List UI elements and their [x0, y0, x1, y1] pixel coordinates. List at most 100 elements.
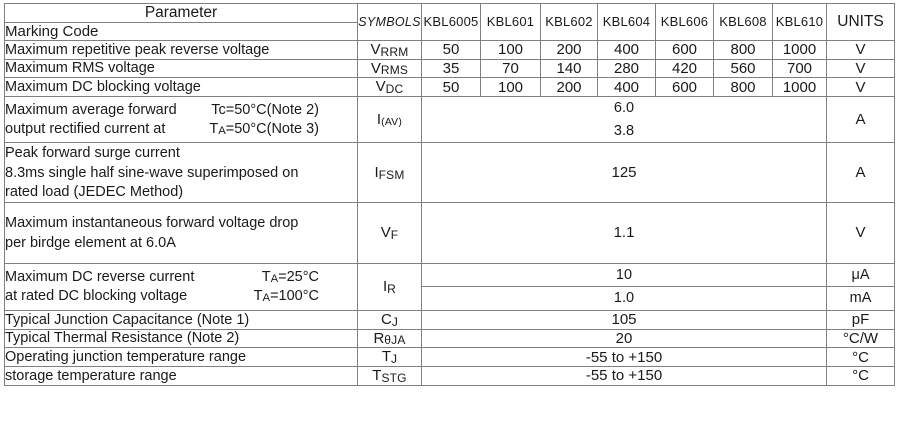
symbol-subscript: STG: [381, 370, 407, 385]
param-line-1: Peak forward surge current: [5, 144, 180, 161]
param-label: Maximum instantaneous forward voltage dr…: [4, 202, 358, 264]
header-part-kbl604: KBL604: [597, 2, 656, 42]
symbol-base: I: [382, 278, 388, 296]
header-marking-code: Marking Code: [4, 21, 358, 42]
symbol-cell: TJ: [357, 347, 422, 368]
unit-cell: A: [826, 142, 895, 204]
header-symbols: SYMBOLS: [357, 2, 422, 42]
symbol-cell: VRMS: [357, 58, 422, 79]
value-cell: 600: [655, 77, 714, 98]
param-line-2: output rectified current at TA=50°C(Note…: [5, 120, 357, 139]
symbol-cell: IR: [357, 262, 422, 312]
symbol-subscript: R: [387, 281, 397, 296]
merged-value-cell: 105: [421, 310, 827, 330]
value-cell: 200: [540, 77, 598, 98]
unit-cell: °C: [826, 366, 895, 386]
table-row-cj: Typical Junction Capacitance (Note 1) CJ…: [4, 310, 895, 330]
symbol-cell: VDC: [357, 77, 422, 98]
header-units: UNITS: [826, 2, 895, 42]
symbol-base: R: [373, 329, 385, 347]
header-part-kbl602: KBL602: [540, 2, 598, 42]
param-line-3: rated load (JEDEC Method): [5, 184, 184, 201]
value-cell: 400: [597, 77, 656, 98]
symbol-base: T: [372, 367, 382, 385]
merged-value-bottom: 1.0: [613, 290, 635, 307]
unit-cell: A: [826, 96, 895, 144]
header-part-kbl610: KBL610: [772, 2, 827, 42]
table-row-ir: Maximum DC reverse current TA=25°C at ra…: [4, 262, 895, 312]
value-cell: 560: [713, 58, 773, 79]
param-line-1: Maximum average forward Tc=50°C(Note 2): [5, 101, 357, 120]
table-row-vrms: Maximum RMS voltage VRMS 35 70 140 280 4…: [4, 58, 895, 79]
table-row-iav: Maximum average forward Tc=50°C(Note 2) …: [4, 96, 895, 144]
value-cell: 100: [480, 40, 541, 60]
value-cell: 400: [597, 40, 656, 60]
table-row-vf: Maximum instantaneous forward voltage dr…: [4, 202, 895, 264]
header-part-kbl606: KBL606: [655, 2, 714, 42]
symbol-subscript: (AV): [381, 116, 403, 129]
table-header-row-2: Marking Code: [4, 21, 895, 42]
merged-value-cell: 10 1.0: [421, 262, 827, 312]
symbol-subscript: RRM: [380, 44, 409, 59]
header-part-kbl608: KBL608: [713, 2, 773, 42]
value-cell: 35: [421, 58, 481, 79]
symbol-cell: TSTG: [357, 366, 422, 386]
symbol-cell: RθJA: [357, 328, 422, 349]
symbol-subscript: J: [391, 314, 399, 329]
param-label: Operating junction temperature range: [4, 347, 358, 368]
merged-value-cell: 125: [421, 142, 827, 204]
symbol-base: C: [380, 311, 392, 329]
param-label: Maximum DC blocking voltage: [4, 77, 358, 98]
value-cell: 200: [540, 40, 598, 60]
value-cell: 700: [772, 58, 827, 79]
param-label: Typical Junction Capacitance (Note 1): [4, 310, 358, 330]
value-cell: 140: [540, 58, 598, 79]
header-part-kbl601: KBL601: [480, 2, 541, 42]
unit-cell: μA mA: [826, 262, 895, 312]
unit-top: μA: [827, 264, 894, 288]
condition-ta-100: TA=100°C: [253, 287, 319, 305]
value-cell: 100: [480, 77, 541, 98]
unit-cell: pF: [826, 310, 895, 330]
symbol-cell: IFSM: [357, 142, 422, 204]
condition-ta: TA=50°C(Note 3): [209, 120, 319, 137]
param-label: Maximum repetitive peak reverse voltage: [4, 40, 358, 60]
param-label: Peak forward surge current 8.3ms single …: [4, 142, 358, 204]
symbol-subscript: FSM: [378, 167, 405, 182]
merged-value-cell: 1.1: [421, 202, 827, 264]
symbol-subscript: F: [390, 227, 399, 242]
value-cell: 600: [655, 40, 714, 60]
unit-cell: V: [826, 58, 895, 79]
value-cell: 70: [480, 58, 541, 79]
unit-cell: V: [826, 77, 895, 98]
merged-value-top: 6.0: [613, 100, 635, 117]
unit-cell: °C/W: [826, 328, 895, 349]
value-cell: 1000: [772, 40, 827, 60]
symbol-base: V: [370, 59, 381, 77]
symbol-cell: VF: [357, 202, 422, 264]
param-label: storage temperature range: [4, 366, 358, 386]
merged-value-top: 10: [422, 264, 826, 288]
value-cell: 1000: [772, 77, 827, 98]
param-line-2: per birdge element at 6.0A: [5, 234, 176, 251]
param-label: Maximum RMS voltage: [4, 58, 358, 79]
value-cell: 50: [421, 77, 481, 98]
symbol-subscript: J: [390, 351, 398, 366]
table-row-tj: Operating junction temperature range TJ …: [4, 347, 895, 368]
symbol-base: V: [375, 78, 386, 96]
merged-value-cell: -55 to +150: [421, 366, 827, 386]
symbol-cell: CJ: [357, 310, 422, 330]
value-cell: 800: [713, 77, 773, 98]
header-parameter: Parameter: [4, 3, 358, 23]
param-label: Maximum average forward Tc=50°C(Note 2) …: [4, 96, 358, 144]
param-line-2: at rated DC blocking voltage TA=100°C: [5, 287, 357, 306]
table-row-vrrm: Maximum repetitive peak reverse voltage …: [4, 40, 895, 60]
value-cell: 420: [655, 58, 714, 79]
merged-value-cell: 6.0 3.8: [421, 96, 827, 144]
value-cell: 280: [597, 58, 656, 79]
value-cell: 800: [713, 40, 773, 60]
symbol-base: I: [376, 110, 382, 128]
unit-cell: V: [826, 40, 895, 60]
value-cell: 50: [421, 40, 481, 60]
